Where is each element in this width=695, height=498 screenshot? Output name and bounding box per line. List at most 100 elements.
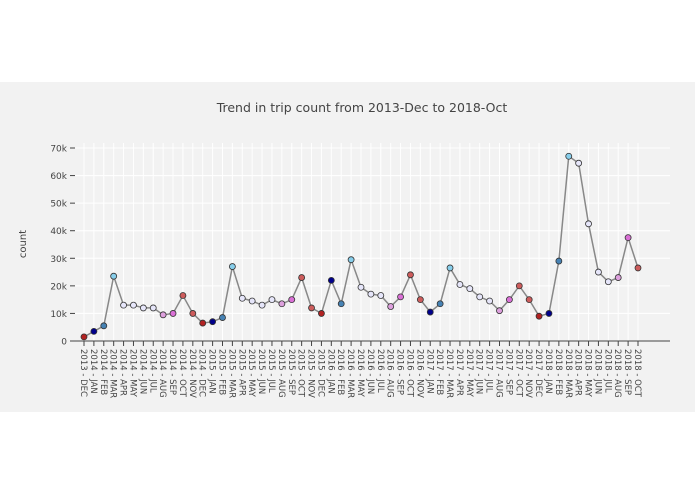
x-tick-label: 2018 - JAN	[543, 349, 553, 394]
data-point	[228, 263, 236, 270]
x-tick-label: 2014 - JUN	[137, 349, 147, 394]
data-point	[446, 264, 454, 272]
x-tick-label: 2015 - FEB	[217, 349, 227, 395]
data-point	[525, 296, 533, 304]
x-tick-label: 2014 - DEC	[197, 349, 207, 397]
x-tick-label: 2015 - MAY	[246, 349, 256, 398]
x-tick-label: 2016 - NOV	[414, 349, 424, 398]
x-tick-label: 2015 - JUN	[256, 349, 266, 394]
data-point	[565, 152, 573, 160]
data-point	[169, 310, 177, 317]
x-tick-label: 2018 - APR	[573, 349, 583, 396]
data-point	[80, 333, 88, 341]
x-tick-label: 2014 - MAR	[108, 349, 118, 398]
y-tick-label: 10k	[50, 310, 67, 320]
chart-title: Trend in trip count from 2013-Dec to 201…	[216, 100, 508, 115]
data-point	[159, 311, 167, 319]
y-tick-label: 70k	[50, 145, 67, 155]
x-tick-label: 2015 - JUL	[266, 349, 276, 393]
data-point	[486, 297, 494, 305]
x-tick-label: 2017 - MAR	[444, 349, 454, 398]
x-tick-label: 2017 - JUN	[474, 349, 484, 394]
x-tick-label: 2017 - AUG	[494, 349, 504, 398]
data-point	[505, 296, 513, 304]
data-point	[347, 256, 355, 264]
data-point	[416, 296, 424, 304]
data-point	[179, 292, 187, 299]
data-point	[387, 303, 395, 310]
data-point	[397, 293, 404, 301]
x-tick-label: 2018 - AUG	[612, 349, 622, 398]
x-tick-label: 2018 - JUL	[602, 349, 612, 393]
x-tick-label: 2017 - JAN	[424, 349, 434, 394]
data-point	[110, 272, 118, 280]
data-point	[139, 304, 147, 312]
data-point	[189, 310, 197, 317]
data-point	[90, 327, 98, 335]
data-point	[308, 304, 315, 312]
y-tick-label: 30k	[50, 255, 67, 265]
data-point	[377, 292, 385, 299]
data-point	[367, 290, 375, 298]
x-tick-label: 2017 - APR	[454, 349, 464, 396]
x-tick-label: 2017 - JUL	[484, 349, 494, 393]
x-tick-label: 2013 - DEC	[78, 349, 88, 397]
x-tick-label: 2014 - AUG	[157, 349, 167, 398]
x-tick-label: 2014 - JUL	[147, 349, 157, 393]
data-point	[120, 301, 127, 309]
data-point	[614, 274, 622, 281]
x-tick-label: 2016 - MAY	[355, 349, 365, 398]
data-point	[436, 300, 444, 308]
data-point	[585, 220, 592, 228]
x-tick-label: 2014 - MAY	[127, 349, 137, 398]
data-point	[298, 274, 306, 281]
data-point	[624, 234, 632, 242]
data-point	[149, 304, 157, 312]
x-tick-label: 2014 - OCT	[177, 349, 187, 398]
data-point	[456, 281, 464, 288]
data-point	[595, 268, 602, 276]
x-tick-label: 2014 - JAN	[88, 349, 98, 394]
x-tick-label: 2015 - APR	[236, 349, 246, 396]
x-tick-label: 2015 - JAN	[207, 349, 217, 394]
data-point	[268, 296, 276, 304]
x-tick-label: 2016 - AUG	[385, 349, 395, 398]
x-tick-label: 2017 - NOV	[523, 349, 533, 398]
y-tick-label: 40k	[50, 227, 67, 237]
data-point	[466, 285, 474, 293]
x-tick-label: 2018 - OCT	[632, 349, 642, 398]
x-tick-label: 2017 - SEP	[503, 349, 513, 395]
y-tick-label: 50k	[50, 200, 67, 210]
x-tick-label: 2017 - OCT	[513, 349, 523, 398]
y-tick-label: 20k	[50, 282, 67, 292]
data-point	[238, 294, 246, 302]
x-tick-label: 2016 - MAR	[345, 349, 355, 398]
data-point	[130, 301, 137, 309]
x-tick-label: 2017 - MAY	[464, 349, 474, 398]
data-point	[278, 300, 286, 308]
y-tick-label: 60k	[50, 172, 67, 182]
x-tick-label: 2015 - OCT	[296, 349, 306, 398]
y-tick-label: 0	[61, 338, 67, 348]
x-tick-label: 2015 - DEC	[315, 349, 325, 397]
data-point	[248, 297, 256, 305]
y-axis-label: count	[18, 230, 29, 258]
data-point	[515, 282, 523, 290]
x-tick-label: 2018 - SEP	[622, 349, 632, 395]
data-point	[535, 312, 543, 320]
x-tick-label: 2016 - JAN	[325, 349, 335, 394]
data-point	[496, 307, 503, 315]
data-point	[219, 314, 226, 321]
x-tick-label: 2015 - NOV	[306, 349, 316, 398]
x-tick-label: 2014 - NOV	[187, 349, 197, 398]
x-tick-label: 2018 - FEB	[553, 349, 563, 395]
x-tick-label: 2016 - SEP	[395, 349, 405, 395]
data-point	[100, 322, 108, 330]
data-point	[426, 308, 434, 316]
data-point	[575, 159, 583, 167]
x-tick-label: 2014 - FEB	[98, 349, 108, 395]
data-point	[288, 296, 296, 304]
x-tick-label: 2014 - SEP	[167, 349, 177, 395]
data-point	[407, 271, 414, 279]
x-tick-label: 2017 - DEC	[533, 349, 543, 397]
